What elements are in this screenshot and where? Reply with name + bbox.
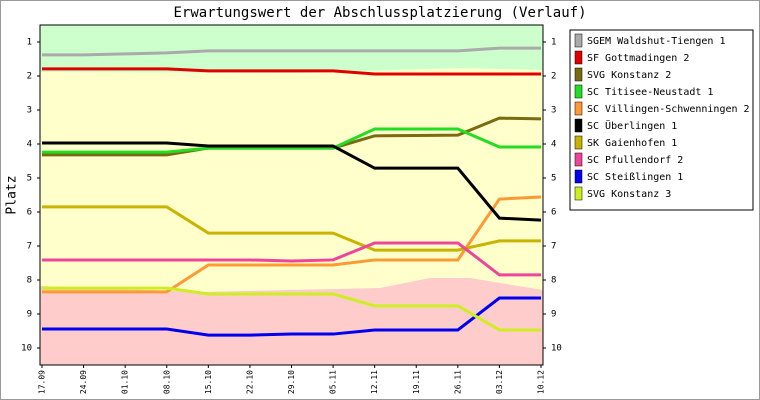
series-line — [42, 195, 542, 294]
legend-label: SC Pfullendorf 2 — [587, 155, 683, 166]
y-tick-label: 4 — [27, 140, 32, 150]
legend-label: SVG Konstanz 2 — [587, 70, 671, 81]
legend-swatch — [574, 135, 583, 150]
y-tick-label-right: 6 — [551, 208, 556, 218]
x-tick-label: 26.11 — [453, 370, 462, 394]
x-tick-label: 01.10 — [121, 370, 130, 394]
chart-title: Erwartungswert der Abschlussplatzierung … — [173, 5, 586, 21]
y-tick-label: 7 — [27, 242, 32, 252]
x-tick-label: 10.12 — [537, 370, 546, 394]
y-tick-label: 6 — [27, 208, 32, 218]
y-tick-label-right: 2 — [551, 72, 556, 82]
legend-swatch — [574, 118, 583, 133]
band-top — [40, 25, 543, 73]
series-line — [42, 286, 541, 332]
series-line — [42, 296, 541, 337]
y-tick-label-right: 3 — [551, 106, 556, 116]
x-tick-label: 19.11 — [412, 370, 421, 394]
y-tick-label: 9 — [27, 310, 32, 320]
y-tick-label: 10 — [21, 344, 32, 354]
x-tick-label: 24.09 — [79, 370, 88, 394]
legend-label: SF Gottmadingen 2 — [587, 53, 689, 64]
y-tick-label-right: 1 — [551, 38, 556, 48]
y-tick-label: 1 — [27, 38, 32, 48]
y-tick-label: 5 — [27, 174, 32, 184]
legend-label: SK Gaienhofen 1 — [587, 138, 677, 149]
legend-swatch — [574, 101, 583, 116]
series-line — [42, 127, 541, 154]
series-line — [42, 46, 541, 57]
legend-label: SC Steißlingen 1 — [587, 172, 683, 183]
legend-swatch — [574, 84, 583, 99]
y-tick-label-right: 8 — [551, 276, 556, 286]
x-tick-label: 22.10 — [245, 370, 254, 394]
y-tick-label-right: 4 — [551, 140, 556, 150]
x-tick-label: 17.09 — [38, 370, 47, 394]
legend-swatch — [574, 152, 583, 167]
legend-label: SGEM Waldshut-Tiengen 1 — [587, 36, 725, 47]
y-tick-label-right: 9 — [551, 310, 556, 320]
y-tick-label-right: 7 — [551, 242, 556, 252]
series-line — [42, 205, 541, 252]
legend-label: SC Titisee-Neustadt 1 — [587, 87, 713, 98]
series-line — [42, 67, 541, 76]
x-tick-label: 08.10 — [162, 370, 171, 394]
legend-label: SVG Konstanz 3 — [587, 189, 671, 200]
series-line — [42, 241, 541, 277]
y-axis-label: Platz — [5, 175, 20, 214]
legend-swatch — [574, 33, 583, 48]
x-tick-label: 05.11 — [329, 370, 338, 394]
legend-swatch — [574, 67, 583, 82]
legend — [569, 29, 754, 211]
y-tick-label: 2 — [27, 72, 32, 82]
x-tick-label: 03.12 — [495, 370, 504, 394]
y-tick-label: 3 — [27, 106, 32, 116]
y-tick-label: 8 — [27, 276, 32, 286]
band-bottom — [40, 278, 543, 365]
y-tick-label-right: 10 — [551, 344, 562, 354]
legend-swatch — [574, 169, 583, 184]
x-tick-label: 12.11 — [370, 370, 379, 394]
legend-label: SC Überlingen 1 — [587, 119, 677, 132]
series-line — [42, 141, 542, 222]
x-tick-label: 29.10 — [287, 370, 296, 394]
y-tick-label-right: 5 — [551, 174, 556, 184]
legend-swatch — [574, 186, 583, 201]
legend-swatch — [574, 50, 583, 65]
x-tick-label: 15.10 — [204, 370, 213, 394]
legend-label: SC Villingen-Schwenningen 2 — [587, 104, 750, 115]
